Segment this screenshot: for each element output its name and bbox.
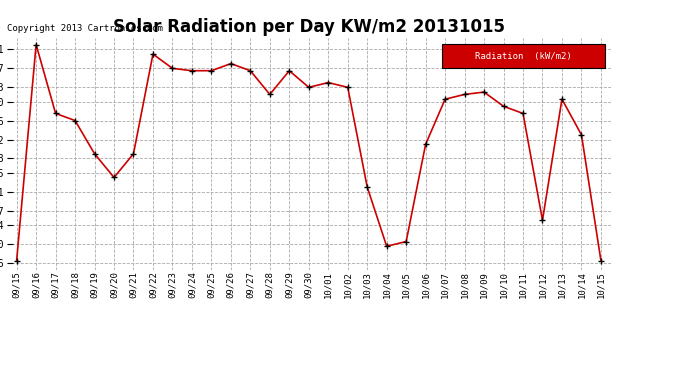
Text: Radiation  (kW/m2): Radiation (kW/m2) bbox=[475, 52, 571, 61]
Title: Solar Radiation per Day KW/m2 20131015: Solar Radiation per Day KW/m2 20131015 bbox=[112, 18, 505, 36]
FancyBboxPatch shape bbox=[442, 45, 604, 68]
Text: Copyright 2013 Cartronics.com: Copyright 2013 Cartronics.com bbox=[7, 24, 163, 33]
